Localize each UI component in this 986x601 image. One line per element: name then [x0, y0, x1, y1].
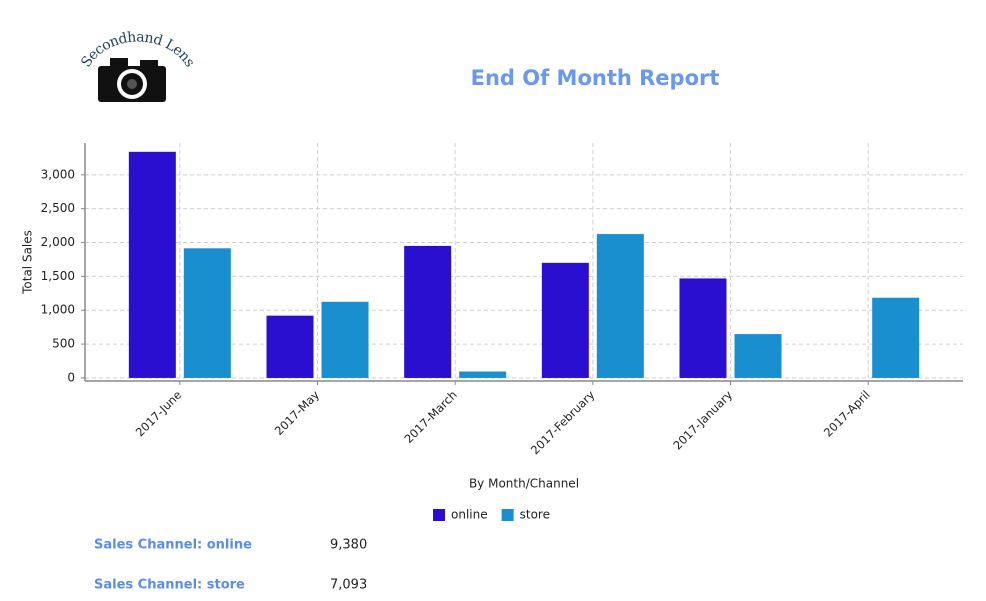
y-tick-label: 0	[67, 370, 75, 384]
logo: Secondhand Lens	[78, 29, 198, 102]
x-axis-title: By Month/Channel	[469, 477, 579, 491]
camera-lens-glass	[127, 79, 137, 89]
x-tick-label: 2017-March	[401, 388, 459, 446]
bar	[321, 301, 369, 378]
summary-label: Sales Channel: online	[94, 538, 252, 553]
bar	[679, 278, 727, 378]
y-tick-label: 2,500	[41, 201, 75, 215]
bar	[596, 234, 644, 378]
bar	[128, 151, 176, 378]
camera-viewfinder	[140, 60, 158, 68]
camera-top	[110, 58, 128, 68]
legend-label: online	[451, 508, 488, 522]
x-tick-label: 2017-June	[133, 388, 185, 440]
bar	[872, 297, 920, 378]
x-tick-label: 2017-April	[821, 388, 873, 440]
legend-label: store	[520, 508, 550, 522]
y-tick-label: 1,000	[41, 303, 75, 317]
logo-text: Secondhand Lens	[78, 29, 198, 70]
x-tick-label: 2017-May	[272, 388, 322, 438]
y-axis-title: Total Sales	[21, 230, 35, 295]
report-title: End Of Month Report	[471, 66, 720, 90]
x-tick-label: 2017-February	[528, 388, 598, 458]
x-tick-label: 2017-January	[670, 388, 735, 453]
logo-text-path: Secondhand Lens	[78, 29, 198, 70]
bar	[541, 262, 589, 378]
legend-swatch	[433, 509, 445, 521]
y-tick-label: 2,000	[41, 235, 75, 249]
y-tick-label: 3,000	[41, 167, 75, 181]
legend-swatch	[501, 509, 514, 521]
bar	[459, 371, 507, 378]
summary-value: 7,093	[330, 578, 367, 593]
bar	[266, 315, 314, 378]
y-tick-label: 1,500	[41, 269, 75, 283]
y-tick-label: 500	[52, 337, 75, 351]
summary-value: 9,380	[330, 538, 367, 553]
summary-label: Sales Channel: store	[94, 578, 245, 593]
bar	[183, 248, 231, 378]
bar	[734, 334, 782, 378]
bar	[404, 245, 452, 378]
